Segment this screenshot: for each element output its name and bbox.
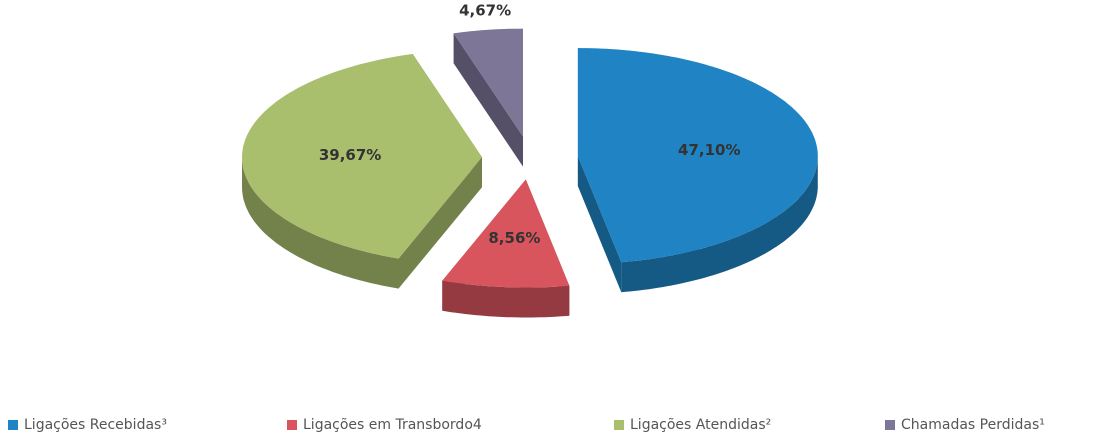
pie-side xyxy=(242,157,399,289)
legend-label: Ligações em Transbordo4 xyxy=(303,417,482,433)
data-label: 4,67% xyxy=(459,2,511,20)
pie-side xyxy=(398,157,482,289)
pie-side xyxy=(442,280,570,318)
legend-swatch xyxy=(885,420,895,430)
legend-label: Ligações Recebidas³ xyxy=(24,417,167,433)
legend: Ligações Recebidas³ Ligações em Transbord… xyxy=(8,417,1045,433)
data-label: 8,56% xyxy=(488,229,540,247)
pie-slice xyxy=(577,48,818,263)
legend-swatch xyxy=(8,420,18,430)
pie-tops xyxy=(242,28,818,288)
pie-slice xyxy=(453,28,523,137)
data-label: 47,10% xyxy=(678,141,740,159)
pie-side xyxy=(577,156,622,293)
data-label: 39,67% xyxy=(319,146,381,164)
pie-slice xyxy=(442,179,570,288)
legend-swatch xyxy=(287,420,297,430)
legend-swatch xyxy=(614,420,624,430)
pie-side xyxy=(621,156,818,293)
pie-side xyxy=(453,33,523,167)
legend-label: Chamadas Perdidas¹ xyxy=(901,417,1045,433)
pie-slice xyxy=(242,53,482,259)
data-labels: 47,10% 8,56% 39,67% 4,67% xyxy=(319,2,741,247)
legend-label: Ligações Atendidas² xyxy=(630,417,771,433)
